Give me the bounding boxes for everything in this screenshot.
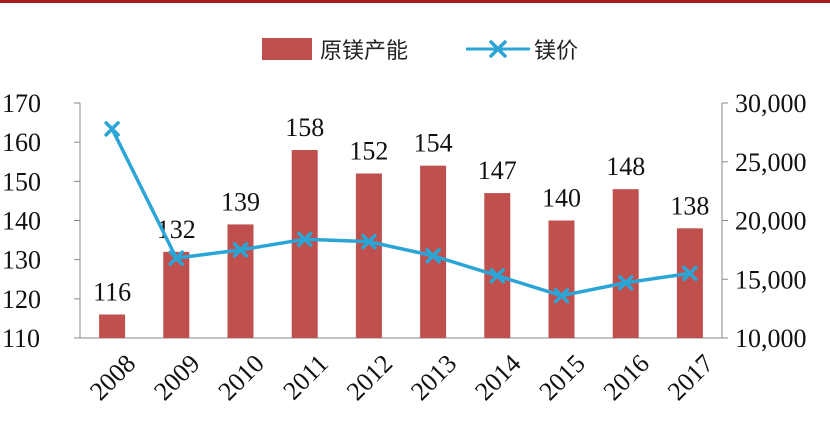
legend-cross-marker <box>489 40 507 58</box>
legend: 原镁产能 镁价 <box>262 38 578 64</box>
x-tick-label: 2010 <box>212 349 269 406</box>
left-tick-label: 120 <box>2 285 41 314</box>
bar <box>612 189 639 338</box>
bar <box>227 224 254 338</box>
legend-line-marker-icon <box>489 40 507 58</box>
bar-data-label: 147 <box>478 156 517 185</box>
left-tick-label: 130 <box>2 246 41 275</box>
x-tick-label: 2015 <box>533 349 590 406</box>
line-point <box>425 248 441 264</box>
bar <box>163 251 190 338</box>
legend-bar-label: 原镁产能 <box>320 39 408 64</box>
line-point <box>682 265 698 282</box>
bar <box>291 150 318 338</box>
right-tick-label: 20,000 <box>735 207 807 236</box>
bar-data-label: 139 <box>221 187 260 216</box>
bar <box>99 314 126 338</box>
left-tick-label: 150 <box>2 167 41 196</box>
legend-line-label: 镁价 <box>534 39 578 64</box>
line-point <box>489 267 506 284</box>
bar-data-label: 138 <box>670 191 709 220</box>
line-point <box>553 287 570 304</box>
left-tick-label: 140 <box>2 207 41 236</box>
x-tick-label: 2011 <box>277 349 334 406</box>
left-tick-label: 110 <box>2 324 40 353</box>
right-tick-label: 15,000 <box>735 265 807 294</box>
line-series <box>104 121 698 304</box>
right-tick-label: 10,000 <box>735 324 807 353</box>
right-tick-label: 25,000 <box>735 148 807 177</box>
line-point <box>104 121 120 137</box>
bar-data-label: 140 <box>542 184 581 213</box>
bar <box>548 220 575 338</box>
left-tick-label: 160 <box>2 128 41 157</box>
x-tick-label: 2008 <box>84 349 141 406</box>
bar <box>420 165 447 338</box>
top-rule <box>0 0 830 3</box>
left-axis: 110 120 130 140 150 160 170 <box>2 89 80 353</box>
x-tick-label: 2013 <box>405 349 462 406</box>
line-point <box>617 275 634 291</box>
line-point <box>361 233 377 250</box>
legend-bar-swatch <box>262 38 312 60</box>
bar-data-label: 148 <box>606 152 645 181</box>
bar-series <box>99 150 703 338</box>
right-tick-label: 30,000 <box>735 89 807 118</box>
bar-data-label: 154 <box>414 129 453 158</box>
x-tick-label: 2016 <box>598 349 655 406</box>
price-line <box>110 128 691 298</box>
left-tick-label: 170 <box>2 89 41 118</box>
x-tick-label: 2012 <box>341 349 398 406</box>
x-tick-label: 2017 <box>662 349 719 406</box>
bar <box>355 173 382 338</box>
line-point <box>296 231 313 248</box>
line-point <box>232 242 249 258</box>
right-axis: 10,000 15,000 20,000 25,000 30,000 <box>722 89 807 353</box>
bar <box>484 193 511 338</box>
line-point <box>168 250 185 266</box>
bar <box>676 228 703 338</box>
x-tick-label: 2009 <box>148 349 205 406</box>
bar-data-label: 158 <box>285 113 324 142</box>
bar-data-label: 116 <box>93 278 131 307</box>
x-axis-labels: 2008 2009 2010 2011 2012 2013 2014 2015 2016 2017 <box>84 349 719 406</box>
bar-data-label: 152 <box>349 137 388 166</box>
x-tick-label: 2014 <box>469 349 526 406</box>
